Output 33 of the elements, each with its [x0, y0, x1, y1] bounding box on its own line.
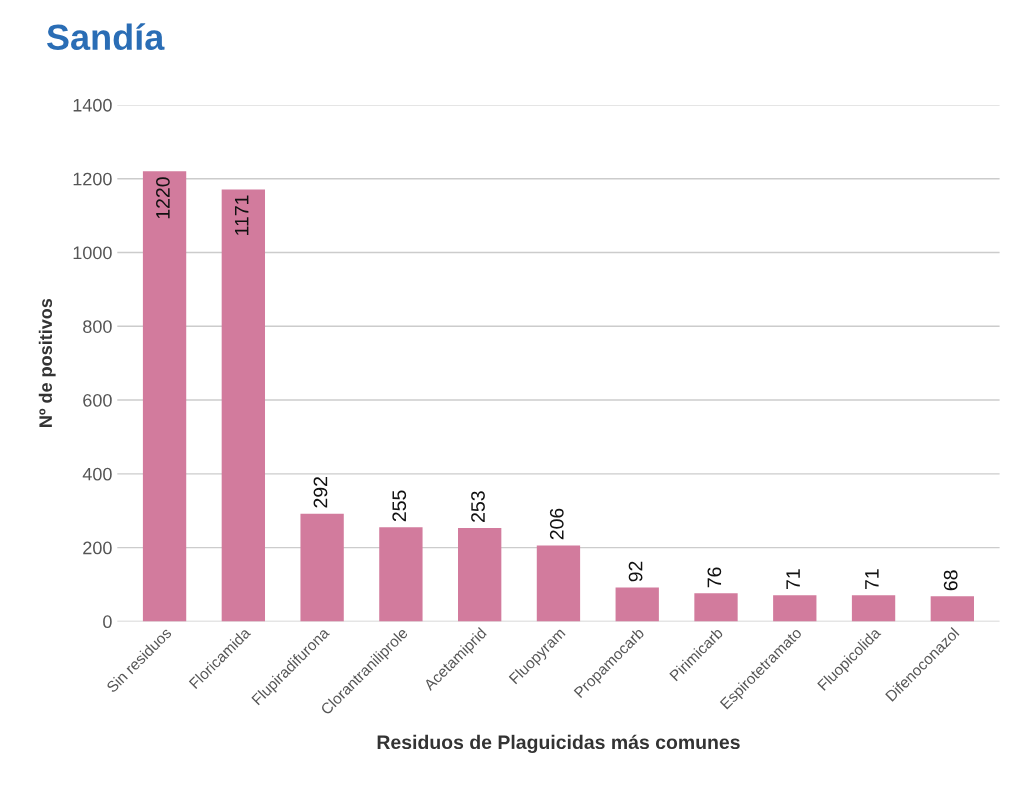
bar: [930, 596, 974, 622]
bar: [773, 595, 817, 622]
y-tick-label: 800: [83, 320, 112, 333]
bar: [851, 595, 896, 622]
bar: [300, 513, 344, 622]
data-label: 71: [786, 569, 800, 590]
data-label: 292: [313, 477, 328, 508]
data-label: 76: [707, 567, 722, 588]
y-tick-label: 1000: [73, 246, 112, 260]
bar: [694, 593, 738, 622]
x-axis-title: Residuos de Plaguicidas más comunes: [377, 734, 740, 754]
y-tick-label: 0: [103, 615, 112, 629]
y-tick-label: 1200: [73, 172, 112, 186]
data-label: 68: [943, 570, 958, 591]
data-label: 71: [865, 569, 879, 590]
bar: [221, 189, 266, 622]
data-label: 206: [549, 508, 564, 540]
y-tick-label: 600: [83, 393, 112, 407]
bar: [615, 587, 659, 622]
bar: [142, 171, 187, 622]
y-tick-label: 1400: [73, 98, 112, 112]
data-label: 255: [392, 490, 407, 522]
y-axis-title: Nº de positivos: [38, 298, 56, 427]
y-tick-label: 200: [83, 541, 112, 555]
bar: [379, 527, 423, 622]
data-label: 1171: [234, 195, 249, 235]
bar: [536, 545, 581, 622]
y-tick-label: 400: [82, 467, 112, 481]
data-label: 1220: [156, 177, 170, 219]
data-label: 92: [628, 561, 643, 582]
data-label: 253: [471, 491, 485, 522]
chart-title: Sandía: [46, 23, 165, 51]
bar: [458, 528, 502, 622]
